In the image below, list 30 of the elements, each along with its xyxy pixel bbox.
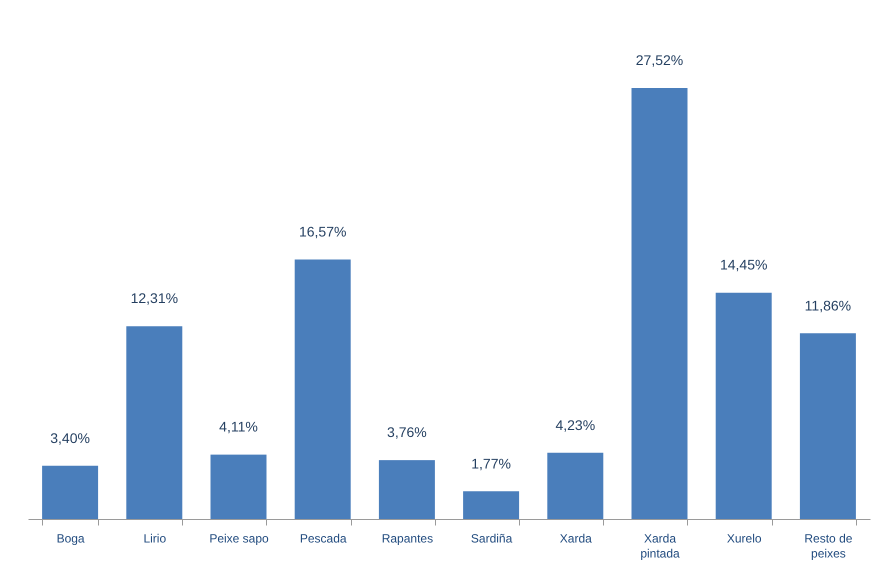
data-label: 16,57%: [298, 223, 346, 240]
bar: [126, 326, 182, 519]
x-tick-label: Rapantes: [382, 532, 434, 546]
data-label: 4,11%: [219, 418, 258, 435]
x-tick-label: Xurelo: [726, 532, 762, 546]
bar: [294, 259, 351, 519]
data-label: 3,76%: [387, 424, 427, 440]
data-label: 3,40%: [50, 430, 90, 446]
x-tick-label: Xarda: [560, 532, 592, 546]
data-label: 27,52%: [636, 52, 684, 68]
x-tick-label: Xarda pintada: [640, 532, 680, 560]
data-label: 11,86%: [804, 297, 852, 314]
x-tick-label: Pescada: [300, 532, 347, 546]
data-label: 14,45%: [720, 256, 768, 273]
x-tick-label: Lirio: [143, 532, 166, 546]
bar: [463, 491, 520, 519]
x-tick-label: Peixe sapo: [209, 532, 270, 546]
bar: [378, 460, 435, 519]
x-tick-label: Boga: [56, 532, 85, 546]
data-label: 12,31%: [130, 290, 178, 306]
bar: [42, 466, 98, 519]
data-label: 1,77%: [471, 455, 511, 472]
bar: [800, 333, 856, 519]
bar: [632, 88, 688, 519]
bar: [716, 292, 772, 519]
x-tick-label: Resto de peixes: [804, 532, 853, 560]
bar: [210, 454, 266, 519]
bar: [547, 452, 604, 519]
x-tick-label: Sardiña: [470, 532, 513, 546]
data-label: 4,23%: [555, 416, 596, 433]
